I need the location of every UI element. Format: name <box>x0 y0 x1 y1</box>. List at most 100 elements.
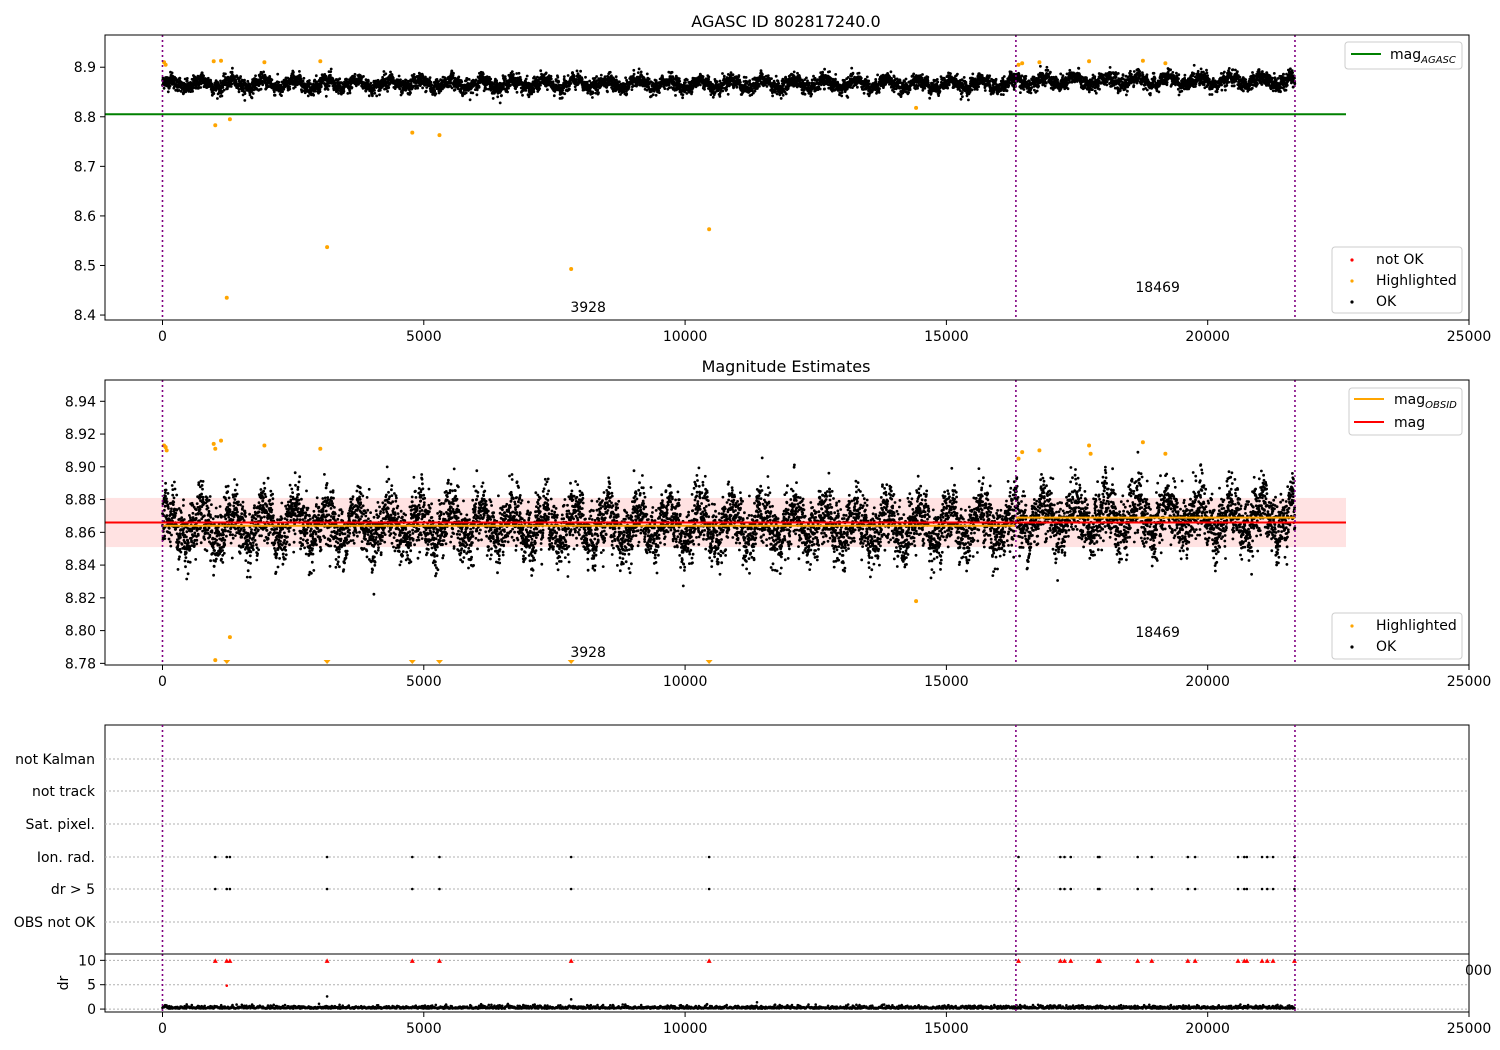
ok-point <box>261 83 265 87</box>
ok-point <box>302 76 306 80</box>
ok-point <box>346 92 350 95</box>
ok-point <box>243 78 246 82</box>
ok-point <box>828 70 831 73</box>
ok-point <box>273 93 277 97</box>
ok-point <box>210 82 214 86</box>
ok-point <box>185 77 189 80</box>
ok-point <box>803 92 807 96</box>
ok-point <box>209 78 213 82</box>
ok-point <box>389 70 392 74</box>
ok-point <box>166 90 170 94</box>
ok-point <box>424 89 428 93</box>
ok-point <box>318 90 322 93</box>
ok-point <box>191 89 195 93</box>
ok-point <box>630 88 634 91</box>
ok-point <box>908 88 912 92</box>
ok-point <box>777 82 781 85</box>
ok-point <box>231 66 234 70</box>
ok-point <box>703 87 706 91</box>
agasc-panel: AGASC ID 802817240.0 0 5000 10000 15000 2000… <box>74 12 1492 345</box>
ok-point <box>938 90 942 93</box>
ok-point <box>467 78 471 81</box>
ok-point <box>500 94 503 97</box>
ok-point <box>862 91 866 95</box>
ok-point <box>314 74 318 78</box>
ok-point <box>889 70 893 74</box>
ok-point <box>865 75 869 79</box>
ok-point <box>428 76 432 79</box>
ok-point <box>563 92 567 96</box>
ok-point <box>560 96 564 100</box>
ok-point <box>735 85 739 88</box>
ok-point <box>699 83 702 87</box>
ok-point <box>810 92 813 96</box>
ok-point <box>262 70 265 74</box>
ok-point <box>850 66 854 70</box>
ok-point <box>921 73 924 76</box>
ok-point <box>378 93 381 97</box>
ok-point <box>452 71 455 75</box>
ok-point <box>221 86 225 89</box>
ok-point <box>851 71 855 75</box>
ok-point <box>771 94 774 98</box>
ok-point <box>293 85 297 89</box>
ok-point <box>912 72 916 76</box>
ok-point <box>707 75 711 79</box>
ok-point <box>569 82 573 85</box>
ok-point <box>784 92 788 96</box>
ok-point <box>718 95 722 98</box>
ok-point <box>312 93 315 97</box>
ok-point <box>184 89 188 92</box>
ok-point <box>475 93 479 97</box>
ok-point <box>597 91 600 95</box>
ok-point <box>212 92 216 95</box>
ok-point <box>758 84 761 88</box>
ok-point <box>468 98 472 102</box>
ok-point <box>524 77 528 81</box>
ok-point <box>197 86 201 89</box>
ok-point <box>199 86 203 89</box>
ok-point <box>270 78 274 82</box>
ok-point <box>551 80 555 84</box>
ok-point <box>282 87 286 91</box>
ok-point <box>477 85 481 89</box>
agasc-marks <box>161 58 1297 300</box>
ok-point <box>792 70 796 74</box>
ok-point <box>250 96 254 100</box>
ok-point <box>726 92 730 96</box>
ok-point <box>222 88 226 92</box>
ok-point <box>206 76 210 80</box>
ok-point <box>292 70 295 74</box>
ok-point <box>179 90 183 93</box>
ok-point <box>725 88 728 91</box>
ok-point <box>391 76 395 80</box>
ok-point <box>744 76 748 79</box>
ok-point <box>637 67 641 71</box>
ok-point <box>868 82 871 86</box>
ok-point <box>557 80 561 84</box>
ok-point <box>549 74 553 78</box>
ok-point <box>474 78 478 82</box>
ok-point <box>525 74 529 78</box>
ok-point <box>306 94 310 98</box>
ok-point <box>243 92 247 95</box>
ok-point <box>373 89 376 92</box>
ok-point <box>399 78 402 82</box>
ok-point <box>338 77 342 81</box>
ok-point <box>552 94 556 98</box>
ok-point <box>599 73 603 77</box>
ok-point <box>674 94 677 97</box>
ok-point <box>259 87 263 91</box>
ok-point <box>353 75 356 79</box>
ok-point <box>324 74 328 78</box>
ok-point <box>821 70 824 74</box>
ok-point <box>471 91 475 95</box>
ok-point <box>624 76 627 80</box>
ok-point <box>786 87 790 90</box>
ok-point <box>591 96 594 99</box>
ok-point <box>329 67 333 71</box>
ok-point <box>362 75 365 78</box>
ok-point <box>367 79 370 83</box>
ok-point <box>921 88 925 92</box>
